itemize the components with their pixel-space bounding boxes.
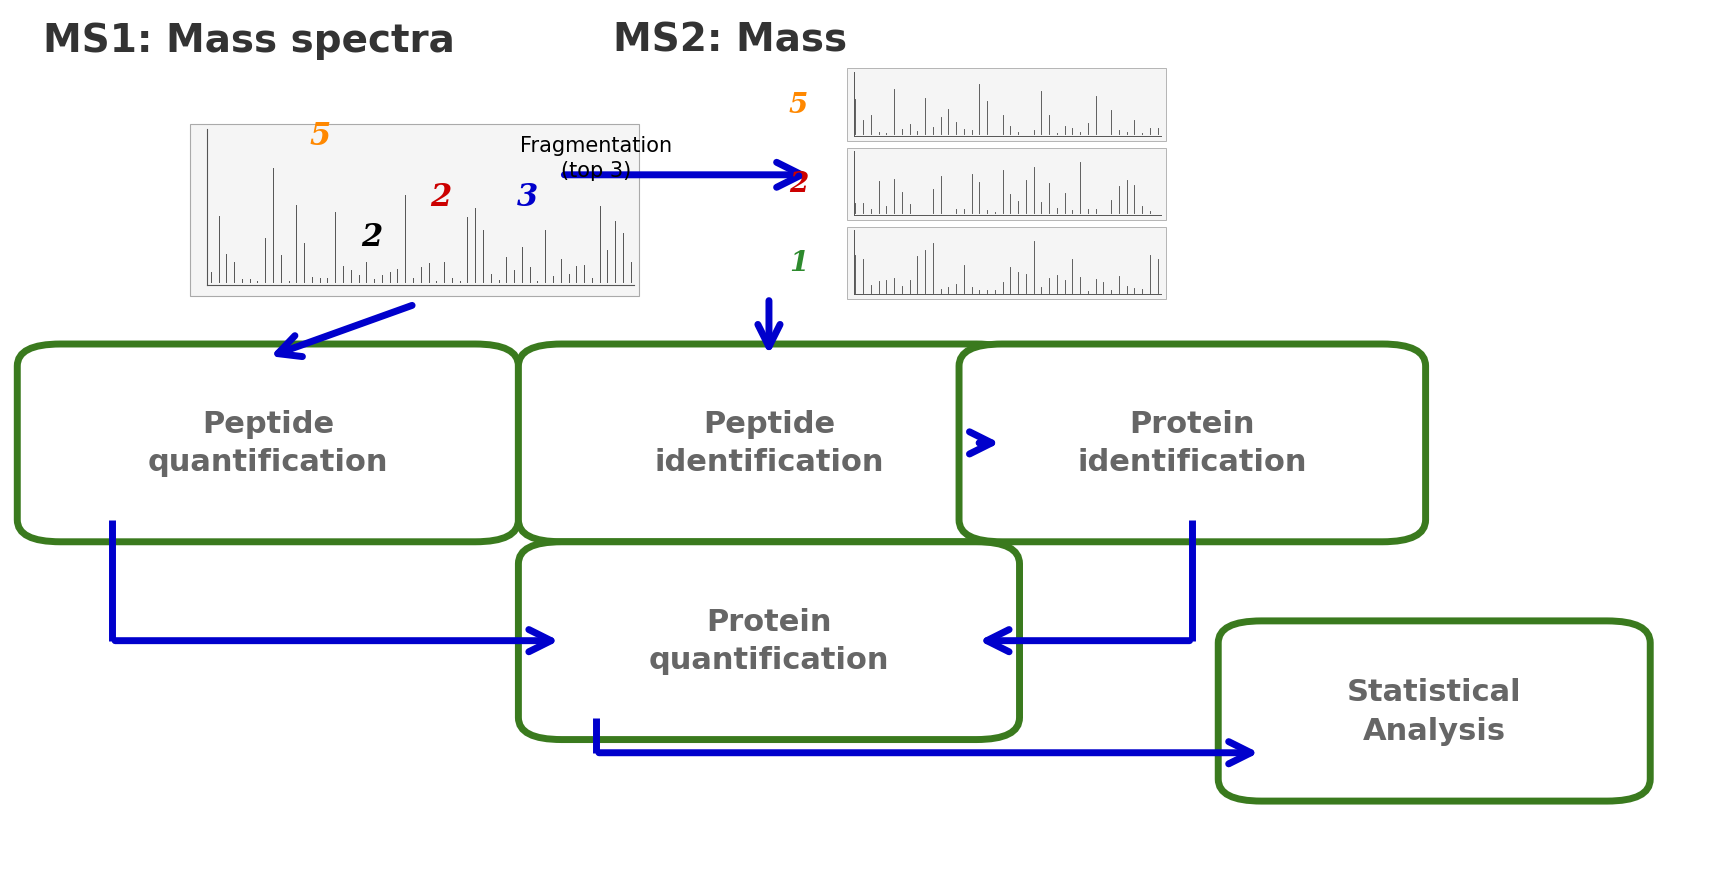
FancyBboxPatch shape [847,227,1166,299]
Text: 2: 2 [430,182,451,213]
FancyBboxPatch shape [959,345,1426,543]
Text: 3: 3 [517,182,537,213]
FancyBboxPatch shape [847,148,1166,220]
FancyBboxPatch shape [518,345,1020,543]
Text: Peptide
quantification: Peptide quantification [147,410,389,477]
Text: Peptide
identification: Peptide identification [655,410,883,477]
Text: 2: 2 [361,221,382,253]
FancyBboxPatch shape [518,542,1020,739]
Text: 2: 2 [788,171,809,198]
Text: Fragmentation
(top 3): Fragmentation (top 3) [520,136,672,181]
Text: 1: 1 [788,250,809,277]
Text: Protein
identification: Protein identification [1078,410,1306,477]
Text: MS1: Mass spectra: MS1: Mass spectra [43,22,454,60]
FancyBboxPatch shape [847,69,1166,141]
Text: Protein
quantification: Protein quantification [648,608,890,674]
FancyBboxPatch shape [17,345,518,543]
Text: 5: 5 [309,120,330,152]
Text: Statistical
Analysis: Statistical Analysis [1346,678,1522,745]
Text: MS2: Mass: MS2: Mass [613,22,847,60]
Text: 5: 5 [788,92,809,119]
FancyBboxPatch shape [1218,622,1650,801]
FancyBboxPatch shape [190,126,639,297]
